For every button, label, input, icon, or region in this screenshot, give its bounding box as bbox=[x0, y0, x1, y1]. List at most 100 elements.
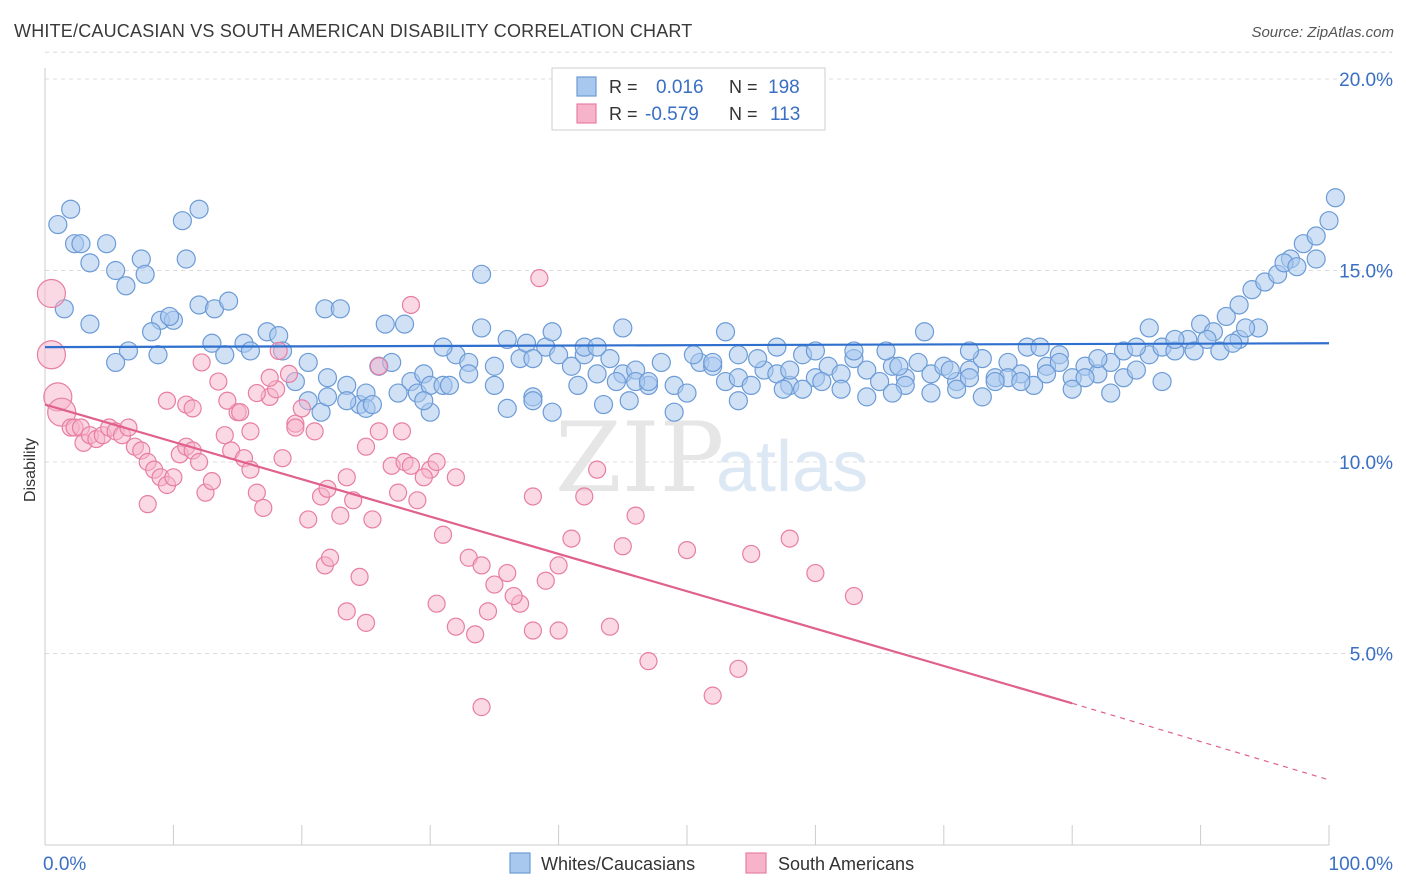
point-whites bbox=[1030, 337, 1050, 357]
point-south-americans bbox=[320, 548, 340, 567]
point-whites bbox=[394, 314, 415, 334]
point-whites bbox=[619, 391, 639, 411]
point-south-americans bbox=[183, 399, 202, 418]
point-whites bbox=[703, 352, 723, 373]
legend-n-label-1: N = bbox=[729, 77, 758, 97]
chart-title: WHITE/CAUCASIAN VS SOUTH AMERICAN DISABI… bbox=[14, 21, 693, 41]
point-south-americans bbox=[401, 456, 421, 475]
point-whites bbox=[959, 368, 980, 388]
point-south-americans bbox=[292, 399, 311, 418]
point-south-americans bbox=[273, 449, 292, 468]
point-south-americans bbox=[36, 278, 67, 309]
legend-r-value-1: 0.016 bbox=[656, 77, 704, 98]
point-south-americans bbox=[466, 625, 485, 644]
point-south-americans bbox=[549, 621, 568, 640]
point-south-americans bbox=[427, 452, 446, 472]
point-south-americans bbox=[363, 510, 382, 529]
point-south-americans bbox=[356, 613, 376, 632]
point-south-americans bbox=[446, 468, 465, 487]
point-south-americans bbox=[389, 483, 408, 502]
point-south-americans bbox=[247, 383, 266, 403]
legend-bottom-swatch-pink bbox=[745, 852, 767, 874]
point-whites bbox=[715, 322, 736, 342]
point-whites bbox=[106, 352, 126, 373]
y-tick-label: 20.0% bbox=[1339, 70, 1393, 91]
point-south-americans bbox=[562, 529, 581, 548]
point-whites bbox=[651, 352, 671, 373]
point-south-americans bbox=[331, 506, 350, 525]
x-tick-label: 100.0% bbox=[1329, 854, 1394, 875]
point-whites bbox=[1306, 226, 1326, 246]
point-whites bbox=[116, 276, 136, 296]
point-whites bbox=[857, 360, 877, 380]
point-whites bbox=[959, 341, 980, 361]
point-south-americans bbox=[369, 357, 388, 376]
point-south-americans bbox=[286, 418, 305, 437]
legend-swatch-pink bbox=[576, 103, 597, 124]
point-whites bbox=[568, 375, 588, 395]
watermark-atlas: atlas bbox=[716, 427, 868, 507]
point-whites bbox=[375, 314, 395, 334]
point-whites bbox=[135, 264, 155, 284]
point-whites bbox=[985, 371, 1005, 392]
point-south-americans bbox=[138, 495, 157, 514]
point-whites bbox=[908, 352, 928, 373]
point-whites bbox=[914, 322, 935, 342]
point-whites bbox=[1306, 249, 1326, 269]
point-whites bbox=[159, 306, 180, 327]
point-whites bbox=[433, 337, 453, 357]
point-whites bbox=[1184, 341, 1204, 361]
point-whites bbox=[298, 352, 318, 373]
point-south-americans bbox=[523, 621, 543, 640]
point-whites bbox=[497, 329, 517, 350]
point-south-americans bbox=[485, 575, 504, 594]
point-whites bbox=[773, 379, 793, 399]
point-south-americans bbox=[536, 571, 555, 590]
x-tick-label: 0.0% bbox=[43, 854, 86, 875]
point-south-americans bbox=[189, 452, 209, 472]
point-whites bbox=[1088, 348, 1108, 369]
point-whites bbox=[1011, 371, 1031, 392]
point-whites bbox=[940, 360, 960, 380]
point-south-americans bbox=[414, 468, 433, 487]
point-whites bbox=[780, 360, 800, 380]
point-whites bbox=[876, 341, 896, 361]
point-whites bbox=[471, 264, 492, 284]
point-south-americans bbox=[269, 341, 288, 361]
point-south-americans bbox=[231, 403, 250, 422]
point-south-americans bbox=[254, 498, 273, 518]
point-whites bbox=[561, 356, 582, 376]
point-whites bbox=[812, 371, 832, 392]
point-south-americans bbox=[350, 567, 369, 587]
point-south-americans bbox=[356, 437, 376, 456]
point-south-americans bbox=[472, 698, 491, 717]
point-south-americans bbox=[446, 617, 465, 636]
point-whites bbox=[1319, 211, 1339, 231]
point-whites bbox=[664, 402, 684, 422]
point-south-americans bbox=[241, 422, 260, 441]
series-whites-points bbox=[48, 188, 1346, 422]
point-south-americans bbox=[639, 652, 658, 671]
point-whites bbox=[831, 379, 851, 399]
point-south-americans bbox=[119, 418, 138, 437]
point-whites bbox=[1165, 329, 1185, 350]
point-whites bbox=[1152, 371, 1172, 392]
legend-bottom-label-south-americans: South Americans bbox=[778, 854, 914, 874]
point-whites bbox=[728, 391, 748, 411]
axes bbox=[44, 68, 1330, 846]
point-south-americans bbox=[392, 422, 412, 441]
point-south-americans bbox=[279, 364, 299, 384]
point-south-americans bbox=[36, 340, 67, 370]
point-whites bbox=[1139, 318, 1159, 338]
point-whites bbox=[141, 322, 162, 342]
point-south-americans bbox=[549, 556, 568, 575]
point-whites bbox=[1235, 318, 1256, 338]
point-whites bbox=[317, 387, 338, 407]
point-whites bbox=[613, 318, 633, 338]
point-south-americans bbox=[209, 372, 228, 391]
point-south-americans bbox=[703, 686, 722, 705]
point-south-americans bbox=[780, 529, 799, 548]
point-south-americans bbox=[575, 487, 594, 506]
point-south-americans bbox=[218, 391, 237, 410]
point-south-americans bbox=[472, 556, 491, 575]
